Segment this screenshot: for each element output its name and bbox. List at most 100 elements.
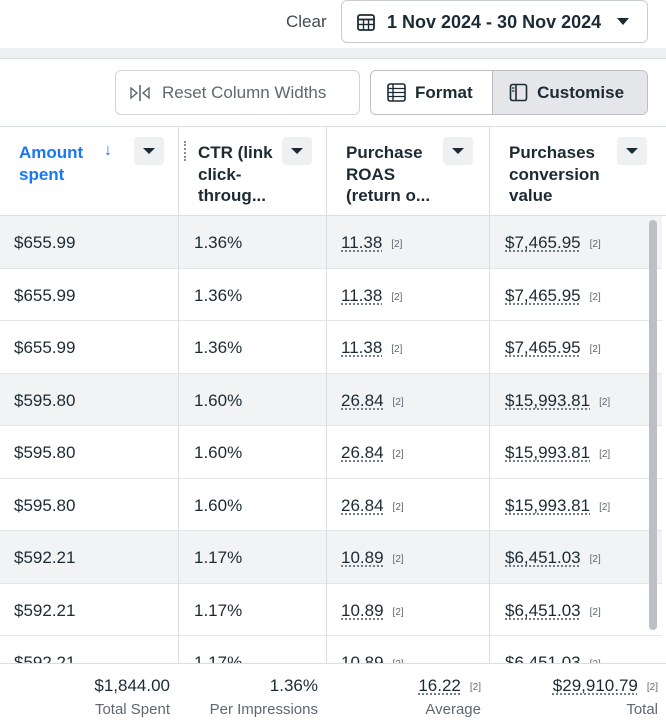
header-line: (return o... [346,186,431,205]
arrow-down-icon[interactable]: ↓ [104,142,112,159]
column-menu-button[interactable] [282,137,312,165]
table-format-icon [387,83,406,102]
column-header-label: CTR (link click- throug... [198,142,273,207]
vertical-scrollbar[interactable] [649,220,657,630]
conversion-value[interactable]: $6,451.03 [505,600,581,620]
column-divider[interactable] [489,126,490,724]
conversion-value[interactable]: $15,993.81 [505,390,591,410]
footnote-marker: [2] [599,449,611,460]
calendar-icon [357,14,375,31]
cell-ctr: 1.36% [194,285,243,305]
header-line: value [509,186,553,205]
cell-amount-spent: $655.99 [14,338,76,357]
roas-value[interactable]: 10.89 [341,548,384,567]
table-footer-totals: $1,844.00 Total Spent 1.36% Per Impressi… [0,663,666,724]
cell-conversion-value: $6,451.03 [2] [505,548,601,568]
roas-value[interactable]: 11.38 [341,285,383,305]
date-range-text: 1 Nov 2024 - 30 Nov 2024 [387,12,602,32]
footnote-marker: [2] [393,659,404,666]
table-body: $655.99 1.36% 11.38 [2] $7,465.95 [2] $655.99 1… [0,216,662,666]
reset-column-widths-label: Reset Column Widths [162,83,327,102]
cell-conversion-value: $6,451.03 [2] [505,653,601,666]
column-header-purchase-roas[interactable]: Purchase ROAS (return o... [326,127,489,216]
total-label: Average [425,701,481,718]
table-row[interactable]: $655.99 1.36% 11.38 [2] $7,465.95 [2] [0,216,662,269]
total-label: Total Spent [94,701,170,718]
cell-amount-spent: $655.99 [14,285,76,305]
conversion-value[interactable]: $6,451.03 [505,653,581,666]
footnote-marker: [2] [392,501,404,513]
column-header-amount-spent[interactable]: Amount spent ↓ [0,127,178,216]
panel-divider [0,48,666,58]
cell-purchase-roas: 10.89 [2] [341,548,404,568]
roas-value[interactable]: 26.84 [341,495,384,515]
conversion-value[interactable]: $7,465.95 [505,285,581,305]
roas-value[interactable]: 26.84 [341,443,384,462]
column-menu-button[interactable] [617,137,647,165]
footnote-marker: [2] [589,554,601,565]
header-line: CTR (link [198,143,273,162]
roas-value[interactable]: 10.89 [341,600,384,620]
customise-label: Customise [537,83,625,102]
cell-purchase-roas: 11.38 [2] [341,286,402,306]
cell-amount-spent: $592.21 [14,600,76,620]
column-divider[interactable] [178,126,179,724]
total-ctr: 1.36% Per Impressions [178,664,326,724]
column-customise-icon [509,83,528,102]
column-menu-button[interactable] [443,137,473,165]
roas-value[interactable]: 11.38 [341,233,383,252]
table-row[interactable]: $595.80 1.60% 26.84 [2] $15,993.81 [2] [0,373,662,426]
roas-value[interactable]: 10.89 [341,653,384,666]
cell-conversion-value: $7,465.95 [2] [505,286,601,306]
header-line: Amount [19,143,84,162]
table-row[interactable]: $592.21 1.17% 10.89 [2] $6,451.03 [2] [0,584,662,636]
cell-amount-spent: $595.80 [14,495,76,515]
format-label: Format [415,83,473,102]
table-row[interactable]: $655.99 1.36% 11.38 [2] $7,465.95 [2] [0,269,662,321]
footnote-marker: [2] [589,606,601,618]
customise-button[interactable]: Customise [493,71,647,114]
total-value[interactable]: 16.22 [418,676,461,695]
date-range-picker[interactable]: 1 Nov 2024 - 30 Nov 2024 [341,0,648,43]
table-row[interactable]: $595.80 1.60% 26.84 [2] $15,993.81 [2] [0,426,662,479]
date-filter-bar: Clear 1 Nov 2024 - 30 Nov 2024 [0,0,666,50]
roas-value[interactable]: 11.38 [341,338,383,357]
clear-button[interactable]: Clear [286,12,327,31]
table-row[interactable]: $592.21 1.17% 10.89 [2] $6,451.03 [2] [0,531,662,584]
view-toggle: Format Customise [370,70,648,115]
footnote-marker: [2] [392,606,404,618]
column-header-label: Purchase ROAS (return o... [346,142,430,207]
column-header-purchases-conversion-value[interactable]: Purchases conversion value [489,127,666,216]
cell-purchase-roas: 11.38 [2] [341,233,402,253]
table-row[interactable]: $592.21 1.17% 10.89 [2] $6,451.03 [2] [0,636,662,666]
header-line: throug... [198,186,266,205]
cell-amount-spent: $595.80 [14,390,76,410]
table-row[interactable]: $595.80 1.60% 26.84 [2] $15,993.81 [2] [0,479,662,531]
format-button[interactable]: Format [371,71,494,114]
conversion-value[interactable]: $7,465.95 [505,338,581,357]
reset-column-widths-button[interactable]: Reset Column Widths [115,70,360,115]
header-line: Purchase [346,143,423,162]
cell-purchase-roas: 26.84 [2] [341,496,404,516]
column-divider[interactable] [326,126,327,724]
conversion-value[interactable]: $15,993.81 [505,443,591,462]
cell-ctr: 1.36% [194,233,243,252]
cell-ctr: 1.60% [194,495,243,515]
table-toolbar: Reset Column Widths Format Customise [0,58,666,126]
cell-conversion-value: $15,993.81 [2] [505,443,610,463]
total-value[interactable]: $29,910.79 [552,676,638,695]
conversion-value[interactable]: $15,993.81 [505,495,591,515]
drag-handle-icon[interactable] [184,141,188,161]
conversion-value[interactable]: $6,451.03 [505,548,581,567]
conversion-value[interactable]: $7,465.95 [505,233,581,252]
table-row[interactable]: $655.99 1.36% 11.38 [2] $7,465.95 [2] [0,321,662,374]
cell-amount-spent: $655.99 [14,233,76,252]
column-header-ctr[interactable]: CTR (link click- throug... [178,127,326,216]
table-header: Amount spent ↓ CTR (link click- throug..… [0,126,666,216]
total-value-wrap: $29,910.79 [2] [553,676,658,696]
cell-amount-spent: $592.21 [14,548,76,567]
cell-ctr: 1.17% [194,548,243,567]
total-purchases-conversion-value: $29,910.79 [2] Total [489,664,666,724]
column-menu-button[interactable] [134,137,164,165]
roas-value[interactable]: 26.84 [341,390,384,410]
